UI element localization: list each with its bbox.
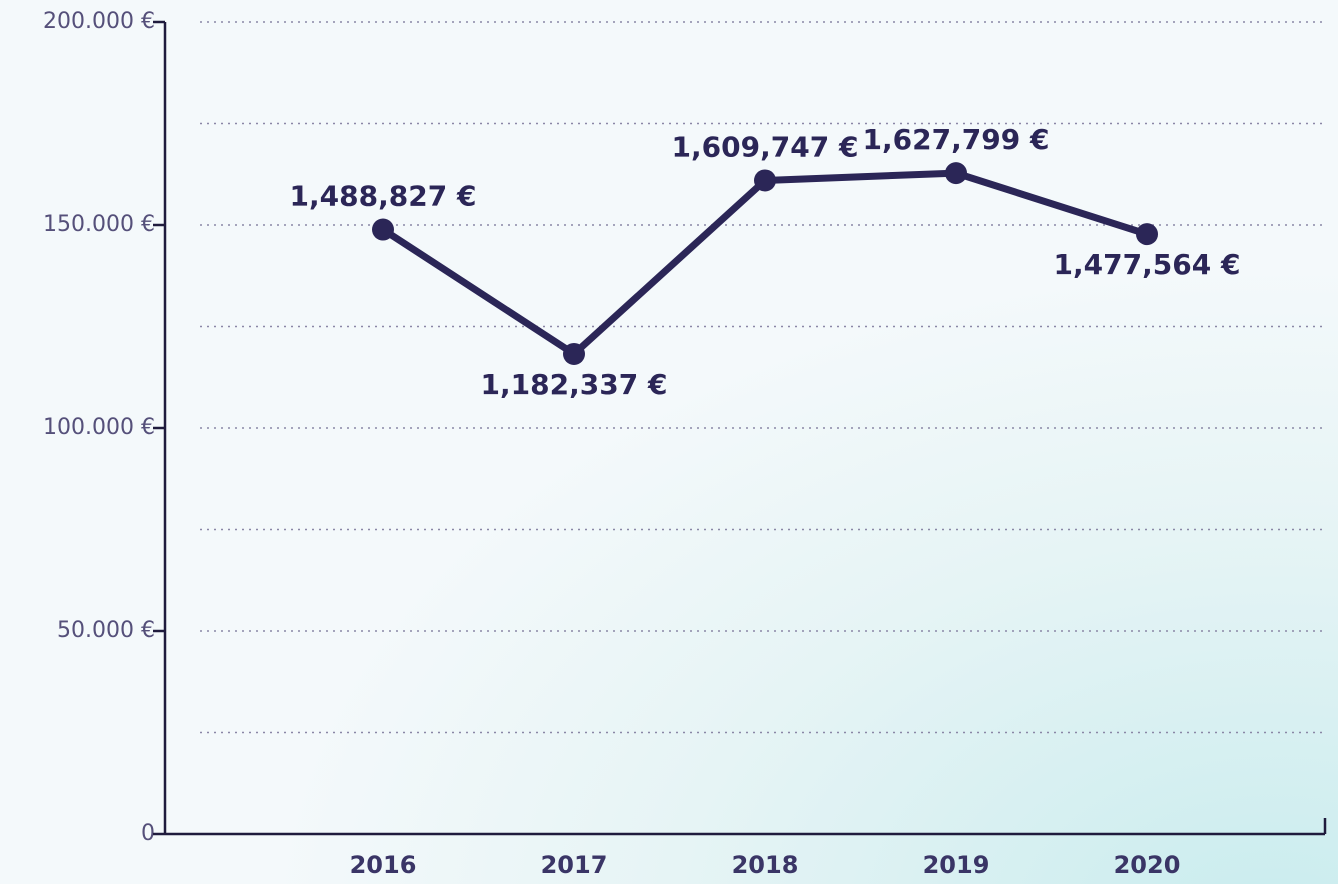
value-label: 1,488,827 €: [290, 180, 477, 213]
x-tick-label: 2019: [923, 851, 990, 879]
point: [1136, 223, 1158, 246]
value-label: 1,182,337 €: [481, 368, 668, 401]
y-tick-label: 100.000 €: [43, 415, 155, 440]
point: [563, 342, 585, 365]
value-label: 1,627,799 €: [863, 123, 1050, 156]
point: [754, 169, 776, 192]
point: [945, 162, 967, 185]
value-label: 1,609,747 €: [672, 130, 859, 163]
y-tick-label: 150.000 €: [43, 212, 155, 237]
x-tick-label: 2016: [350, 851, 417, 879]
x-tick-label: 2018: [732, 851, 799, 879]
value-label: 1,477,564 €: [1054, 248, 1241, 281]
y-tick-label: 50.000 €: [57, 618, 155, 643]
x-tick-label: 2020: [1114, 851, 1181, 879]
y-tick-label: 200.000 €: [43, 9, 155, 34]
y-tick-label: 0: [141, 821, 155, 846]
x-tick-label: 2017: [541, 851, 608, 879]
point: [372, 218, 394, 241]
